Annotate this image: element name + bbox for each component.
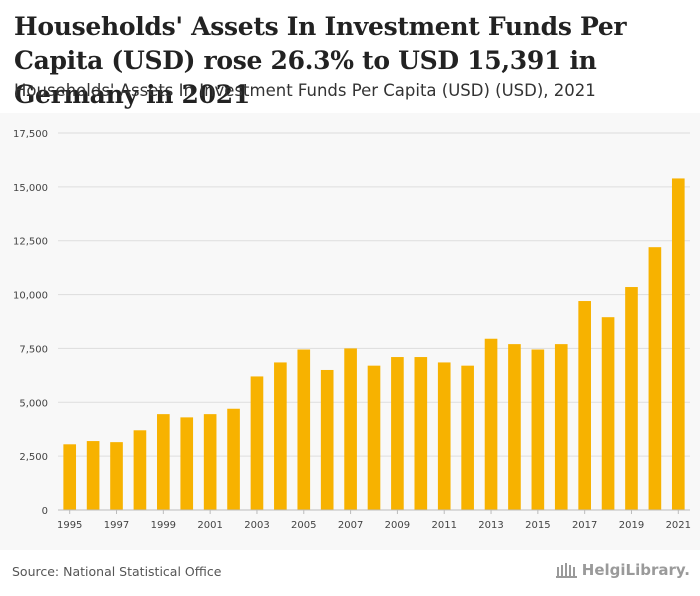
- helgilibrary-logo: HelgiLibrary.: [555, 561, 690, 579]
- x-axis-ticks: 1995 1997 1999 2001 2003 2005 2007 2009 2011 2013…: [57, 510, 691, 531]
- y-tick-label: 12,500: [13, 237, 48, 248]
- x-tick-label: 1995: [57, 520, 82, 531]
- bar-2004: [274, 362, 287, 510]
- chart-subtitle: Households' Assets In Investment Funds P…: [14, 81, 596, 100]
- bar-2010: [414, 357, 428, 510]
- bar-2002: [227, 408, 240, 510]
- bars: [63, 178, 685, 511]
- bar-2018: [601, 317, 615, 510]
- x-tick-label: 2003: [244, 520, 269, 531]
- bar-2006: [320, 369, 334, 510]
- bar-2019: [625, 287, 638, 510]
- bar-2003: [250, 376, 264, 510]
- x-tick-label: 1997: [104, 520, 129, 531]
- x-tick-label: 2017: [572, 520, 597, 531]
- bar-2007: [344, 348, 357, 510]
- x-tick-label: 2001: [197, 520, 222, 531]
- bar-1998: [133, 430, 147, 510]
- y-axis-ticks: 0 2,500 5,000 7,500 10,000 12,500 15,000 17,500: [13, 129, 48, 517]
- bar-2008: [367, 365, 381, 510]
- x-tick-label: 1999: [151, 520, 176, 531]
- bar-2017: [578, 301, 591, 510]
- library-building-icon: [555, 563, 577, 578]
- bar-2000: [180, 417, 194, 510]
- bar-2005: [297, 349, 311, 510]
- bar-2014: [508, 344, 521, 510]
- y-tick-label: 17,500: [13, 129, 48, 140]
- y-tick-label: 15,000: [13, 183, 48, 194]
- x-tick-label: 2015: [525, 520, 550, 531]
- bar-2021: [671, 178, 685, 510]
- y-tick-label: 2,500: [19, 452, 48, 463]
- x-tick-label: 2011: [431, 520, 456, 531]
- bar-1995: [63, 444, 77, 510]
- x-tick-label: 2021: [666, 520, 691, 531]
- y-tick-label: 0: [42, 506, 48, 517]
- y-tick-label: 5,000: [19, 398, 48, 409]
- bar-1997: [110, 442, 123, 510]
- bar-2011: [437, 362, 451, 510]
- y-tick-label: 7,500: [19, 344, 48, 355]
- bar-2009: [391, 357, 404, 510]
- x-tick-label: 2005: [291, 520, 316, 531]
- chart-title: Households' Assets In Investment Funds P…: [14, 12, 627, 109]
- x-tick-label: 2009: [385, 520, 410, 531]
- source-note: Source: National Statistical Office: [12, 564, 222, 579]
- bar-2015: [531, 349, 545, 510]
- bar-2013: [484, 338, 498, 510]
- bar-2012: [461, 365, 474, 510]
- bar-2016: [554, 344, 568, 510]
- bar-1996: [86, 441, 100, 510]
- x-tick-label: 2019: [619, 520, 644, 531]
- bar-1999: [157, 414, 170, 510]
- y-tick-label: 10,000: [13, 291, 48, 302]
- bar-2020: [648, 247, 662, 511]
- x-tick-label: 2013: [478, 520, 503, 531]
- bar-2001: [203, 414, 217, 510]
- x-tick-label: 2007: [338, 520, 363, 531]
- logo-text: HelgiLibrary.: [581, 561, 690, 579]
